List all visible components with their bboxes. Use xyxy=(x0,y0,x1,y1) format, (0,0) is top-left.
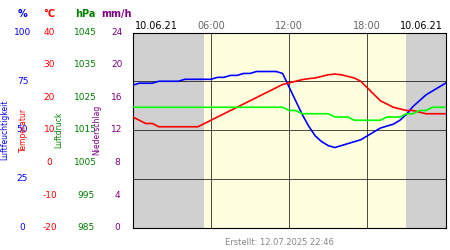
Text: 50: 50 xyxy=(17,126,28,134)
Text: 1005: 1005 xyxy=(74,158,97,167)
Text: 20: 20 xyxy=(44,93,55,102)
Bar xyxy=(204,32,406,228)
Text: 100: 100 xyxy=(14,28,31,37)
Text: 40: 40 xyxy=(44,28,55,37)
Text: °C: °C xyxy=(44,9,55,19)
Text: 8: 8 xyxy=(114,158,120,167)
Text: 0: 0 xyxy=(20,223,25,232)
Text: 1015: 1015 xyxy=(74,126,97,134)
Bar xyxy=(133,32,204,228)
Text: 1025: 1025 xyxy=(74,93,97,102)
Text: 16: 16 xyxy=(111,93,123,102)
Text: 0: 0 xyxy=(47,158,52,167)
Text: hPa: hPa xyxy=(75,9,96,19)
Text: -10: -10 xyxy=(42,190,57,200)
Text: Luftdruck: Luftdruck xyxy=(54,112,63,148)
Text: 20: 20 xyxy=(111,60,123,70)
Text: Niederschlag: Niederschlag xyxy=(92,105,101,155)
Text: 995: 995 xyxy=(77,190,94,200)
Text: 1045: 1045 xyxy=(74,28,97,37)
Text: 10.06.21: 10.06.21 xyxy=(400,21,443,31)
Text: 10: 10 xyxy=(44,126,55,134)
Text: -20: -20 xyxy=(42,223,57,232)
Text: 10.06.21: 10.06.21 xyxy=(135,21,178,31)
Text: 75: 75 xyxy=(17,77,28,86)
Text: 30: 30 xyxy=(44,60,55,70)
Text: 1035: 1035 xyxy=(74,60,97,70)
Text: Erstellt: 12.07.2025 22:46: Erstellt: 12.07.2025 22:46 xyxy=(225,238,333,247)
Text: 0: 0 xyxy=(114,223,120,232)
Text: 985: 985 xyxy=(77,223,94,232)
Text: 24: 24 xyxy=(112,28,122,37)
Text: 25: 25 xyxy=(17,174,28,183)
Text: %: % xyxy=(18,9,27,19)
Text: Luftfeuchtigkeit: Luftfeuchtigkeit xyxy=(0,100,9,160)
Text: 4: 4 xyxy=(114,190,120,200)
Text: mm/h: mm/h xyxy=(102,9,132,19)
Bar xyxy=(406,32,446,228)
Text: Temperatur: Temperatur xyxy=(19,108,28,152)
Text: 12: 12 xyxy=(111,126,123,134)
